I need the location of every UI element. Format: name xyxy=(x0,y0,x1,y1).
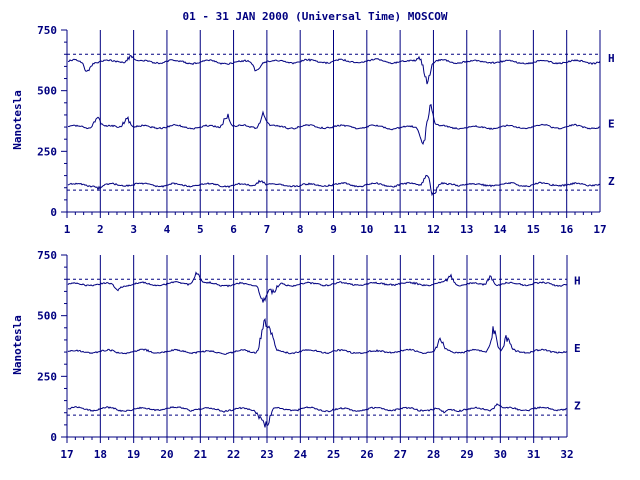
panel-bottom: 17 18 19 20 21 22 23 24 25 26 27 28 29 30 31 32 0 250 500 7… xyxy=(37,249,581,461)
series-label-e: E xyxy=(574,342,581,355)
x-tick-label: 24 xyxy=(294,448,308,461)
x-tick-label: 17 xyxy=(593,223,606,236)
trace-z xyxy=(67,174,601,197)
x-tick-label: 21 xyxy=(194,448,208,461)
y-tick-label: 750 xyxy=(37,249,57,262)
y-tick-label: 0 xyxy=(50,431,57,444)
y-axis-label-top: Nanotesla xyxy=(11,90,24,150)
y-tick-label: 500 xyxy=(37,310,57,323)
x-tick-label: 1 xyxy=(64,223,71,236)
y-tick-label: 500 xyxy=(37,85,57,98)
series-label-z: Z xyxy=(574,399,581,412)
x-tick-label: 25 xyxy=(327,448,340,461)
y-tick-label: 250 xyxy=(37,145,57,158)
x-tick-label: 16 xyxy=(560,223,574,236)
x-tick-label: 8 xyxy=(297,223,304,236)
series-label-z: Z xyxy=(608,175,615,188)
x-tick-label: 15 xyxy=(527,223,540,236)
x-tick-label: 18 xyxy=(94,448,107,461)
x-tick-label: 26 xyxy=(360,448,374,461)
trace-e xyxy=(67,103,601,145)
x-tick-label: 4 xyxy=(164,223,171,236)
trace-e xyxy=(67,317,568,355)
x-tick-label: 31 xyxy=(527,448,541,461)
x-tick-label: 2 xyxy=(97,223,104,236)
series-label-h: H xyxy=(574,274,581,287)
x-tick-label: 20 xyxy=(160,448,173,461)
x-tick-label: 22 xyxy=(227,448,240,461)
x-tick-label: 9 xyxy=(330,223,337,236)
x-tick-label: 28 xyxy=(427,448,440,461)
y-axis-label-bottom: Nanotesla xyxy=(11,315,24,375)
trace-h xyxy=(67,271,568,303)
x-tick-label: 10 xyxy=(360,223,373,236)
x-tick-label: 32 xyxy=(560,448,573,461)
y-tick-label: 0 xyxy=(50,206,57,219)
series-label-h: H xyxy=(608,52,615,65)
x-tick-label: 5 xyxy=(197,223,204,236)
x-tick-label: 30 xyxy=(494,448,507,461)
x-tick-label: 17 xyxy=(60,448,73,461)
x-tick-label: 13 xyxy=(460,223,473,236)
x-tick-label: 29 xyxy=(460,448,473,461)
x-tick-label: 14 xyxy=(493,223,507,236)
x-tick-label: 11 xyxy=(394,223,408,236)
y-tick-label: 250 xyxy=(37,370,57,383)
y-tick-label: 750 xyxy=(37,24,57,37)
trace-z xyxy=(68,403,568,428)
x-tick-label: 12 xyxy=(427,223,440,236)
x-tick-label: 27 xyxy=(394,448,407,461)
chart-title: 01 - 31 JAN 2000 (Universal Time) MOSCOW xyxy=(183,10,448,23)
trace-h xyxy=(67,55,601,85)
x-tick-label: 7 xyxy=(264,223,271,236)
x-tick-label: 6 xyxy=(230,223,237,236)
x-tick-label: 23 xyxy=(260,448,273,461)
series-label-e: E xyxy=(608,117,615,130)
x-tick-label: 3 xyxy=(130,223,137,236)
x-tick-label: 19 xyxy=(127,448,140,461)
